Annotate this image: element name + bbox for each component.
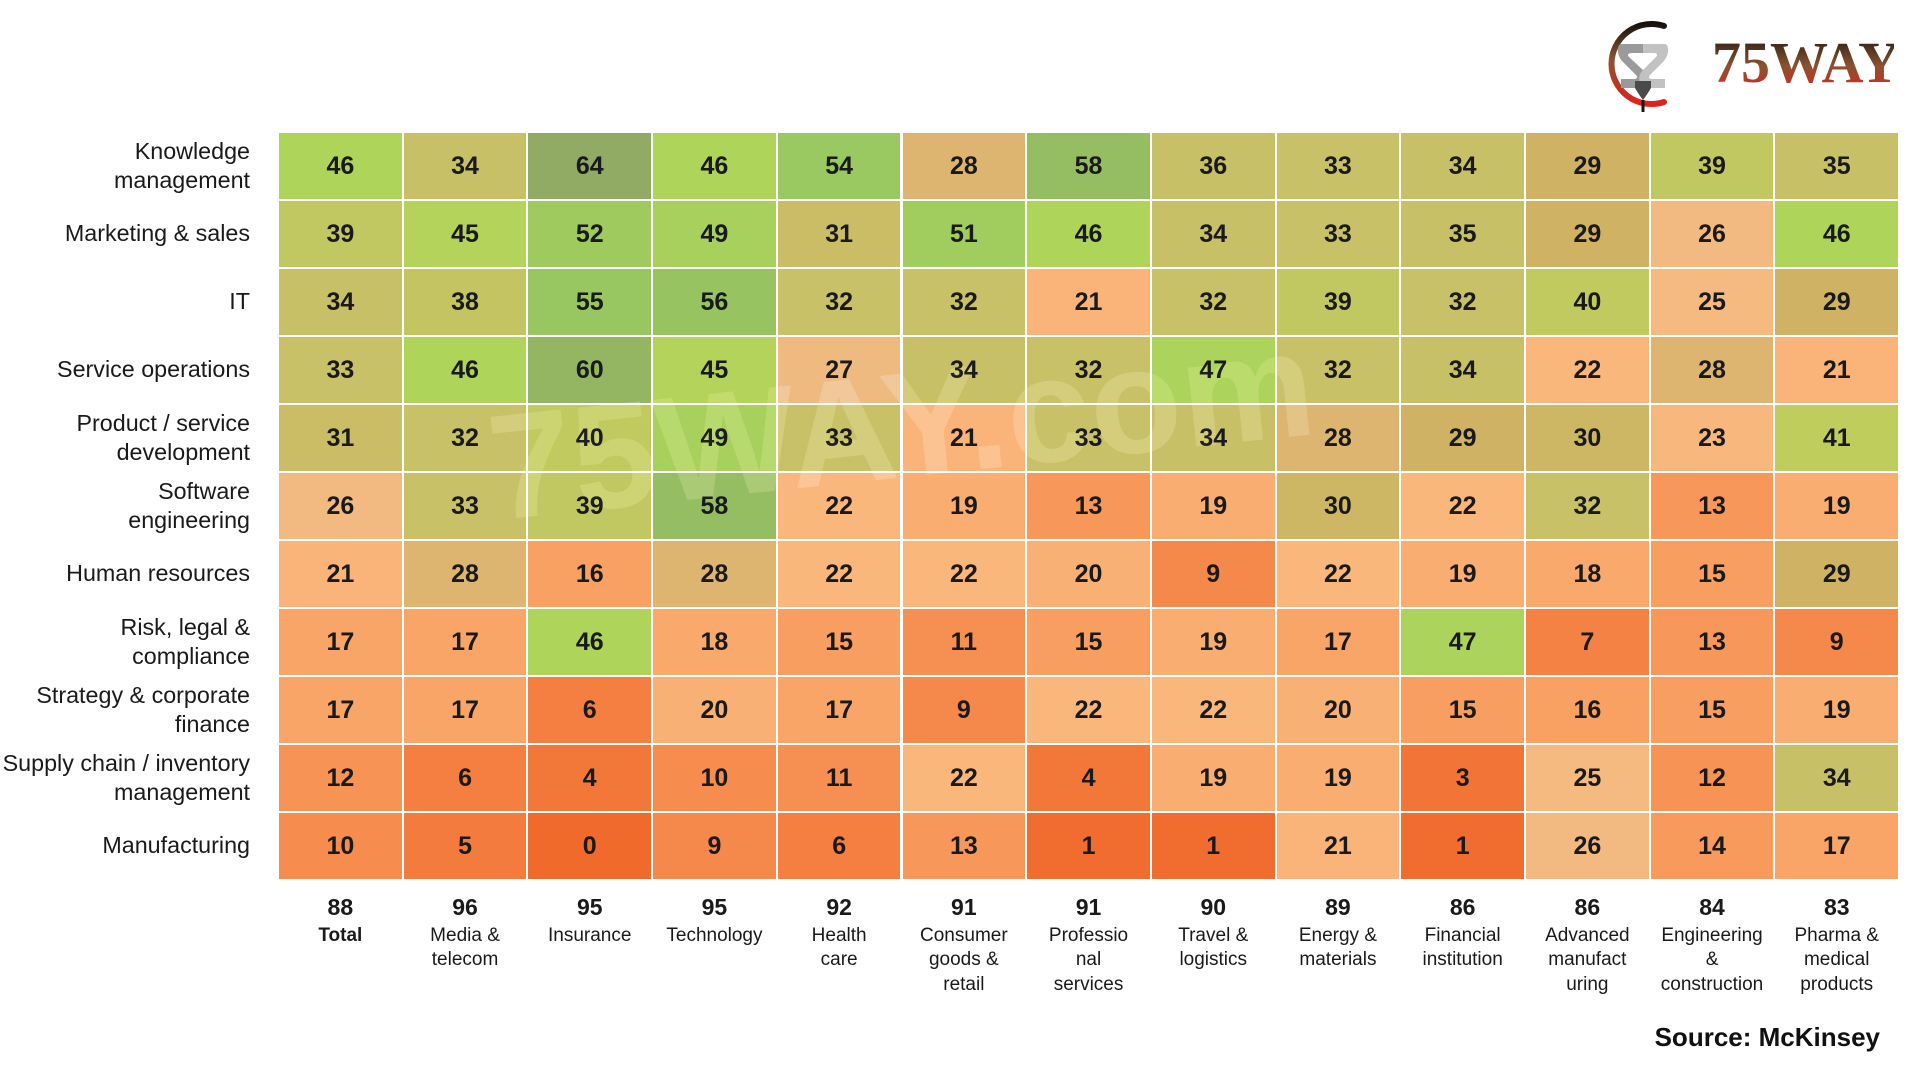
svg-text:75WAY: 75WAY	[1712, 30, 1894, 95]
